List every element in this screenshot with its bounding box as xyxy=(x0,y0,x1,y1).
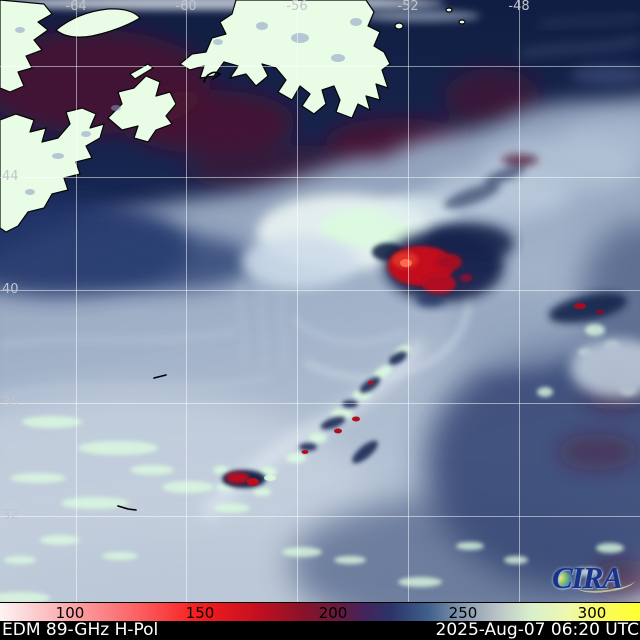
colorbar-tick-label: 250 xyxy=(448,604,478,622)
globe-icon xyxy=(554,572,571,589)
timestamp-label: 2025-Aug-07 06:20 UTC xyxy=(435,620,640,640)
satellite-scene xyxy=(0,0,640,602)
colorbar: 100 150 200 250 300 xyxy=(0,602,640,622)
map-area: -64 -60 -56 -52 -48 44 40 36 32 CIRA xyxy=(0,0,640,602)
colorbar-tick-label: 200 xyxy=(318,604,348,622)
colorbar-tick-label: 150 xyxy=(185,604,215,622)
colorbar-tick-label: 100 xyxy=(55,604,85,622)
product-label: EDM 89-GHz H-Pol xyxy=(2,620,159,640)
cira-logo: CIRA xyxy=(551,559,640,599)
cira-logo-text: CIRA xyxy=(552,560,623,595)
footer-bar: EDM 89-GHz H-Pol 2025-Aug-07 06:20 UTC xyxy=(0,621,640,640)
colorbar-tick-label: 300 xyxy=(577,604,607,622)
